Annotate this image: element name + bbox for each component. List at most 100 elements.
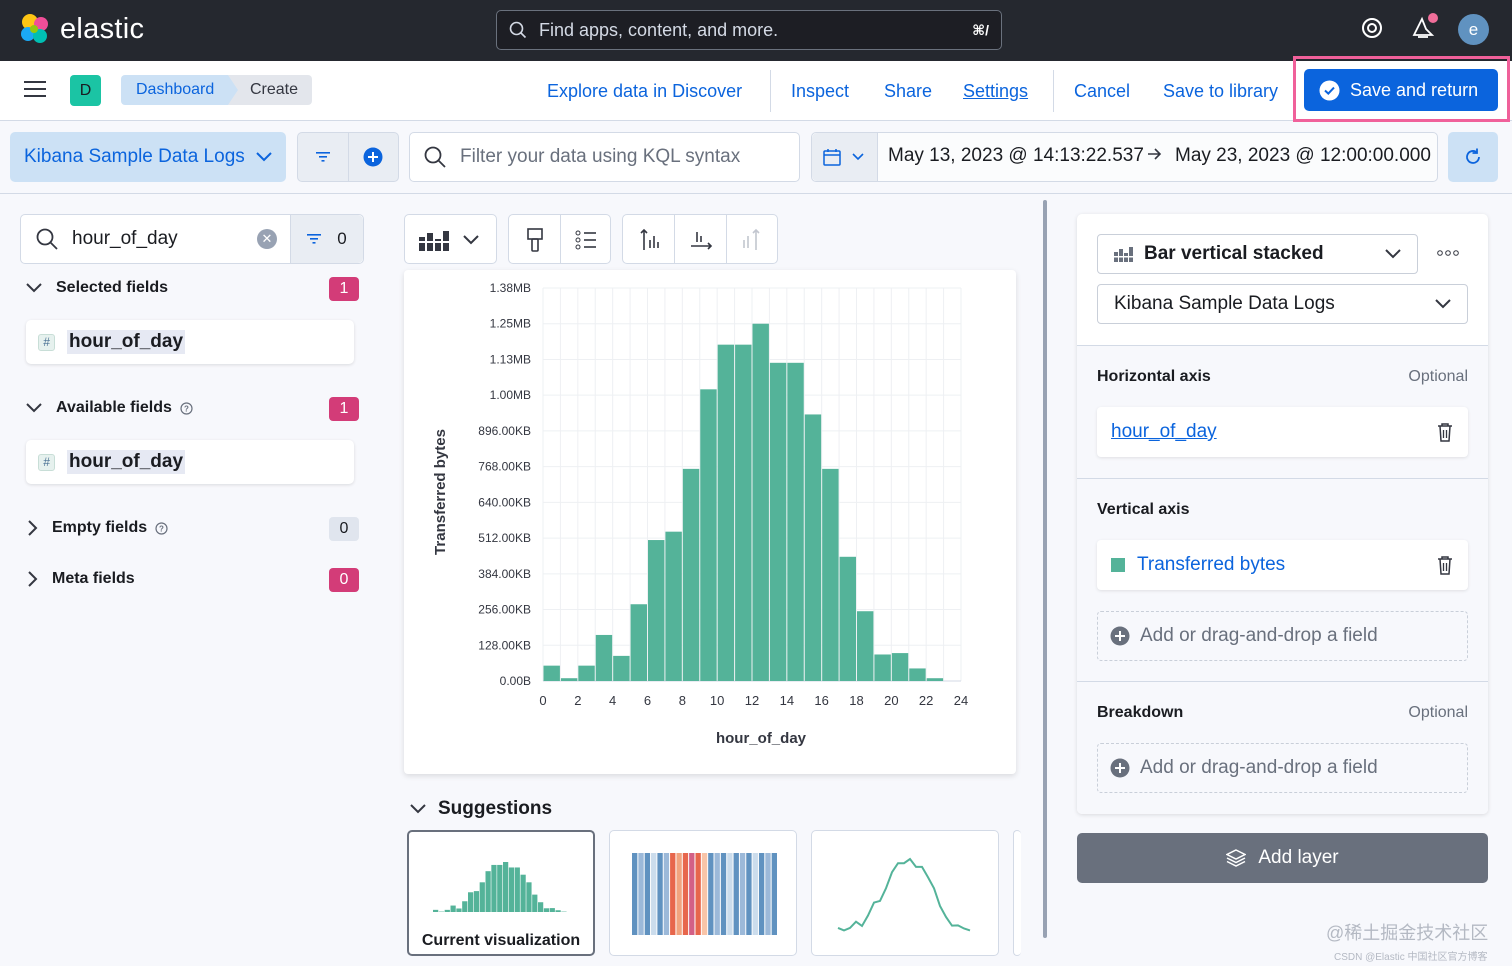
save-and-return-button[interactable]: Save and return — [1304, 69, 1498, 111]
chart-bar[interactable] — [822, 468, 839, 681]
chart-bar[interactable] — [613, 655, 630, 681]
chart-bar[interactable] — [543, 665, 560, 681]
chart-bar[interactable] — [717, 344, 735, 681]
suggestions-toggle[interactable]: Suggestions — [410, 798, 552, 820]
layer-data-view-select[interactable]: Kibana Sample Data Logs — [1097, 284, 1468, 324]
chart-bar[interactable] — [857, 611, 874, 681]
breakdown-section: Breakdown Optional Add or drag-and-drop … — [1077, 681, 1488, 814]
suggestion-partial[interactable] — [1013, 830, 1021, 956]
dimension-field[interactable]: hour_of_day — [1111, 421, 1217, 442]
chart-bar[interactable] — [630, 604, 647, 681]
chart-type-switcher[interactable] — [404, 214, 497, 264]
chart-bar[interactable] — [665, 531, 682, 681]
add-breakdown-field[interactable]: Add or drag-and-drop a field — [1097, 743, 1468, 793]
chart-bar[interactable] — [926, 678, 944, 681]
trash-icon[interactable] — [1436, 555, 1454, 575]
suggestion-line[interactable] — [811, 830, 999, 956]
workspace-scrollbar[interactable] — [1043, 200, 1047, 938]
chevron-down-icon — [1385, 249, 1401, 259]
thumbnail-cell — [746, 853, 752, 935]
y-tick-label: 256.00KB — [478, 603, 531, 617]
x-axis-label: hour_of_day — [716, 730, 807, 747]
menu-icon[interactable] — [24, 80, 46, 98]
left-axis-icon[interactable] — [638, 228, 660, 252]
x-tick-label: 24 — [954, 693, 968, 708]
chart-bar[interactable] — [804, 414, 822, 681]
app-name: elastic — [60, 12, 145, 45]
refresh-button[interactable] — [1448, 132, 1498, 182]
chart-type-select[interactable]: Bar vertical stacked — [1097, 234, 1418, 274]
section-title: Breakdown — [1097, 704, 1184, 721]
chart-bar[interactable] — [891, 653, 909, 681]
newsfeed-icon[interactable] — [1410, 15, 1436, 41]
series-color-swatch[interactable] — [1111, 558, 1125, 572]
selected-fields-toggle[interactable]: Selected fields — [26, 279, 168, 297]
chart-bar[interactable] — [595, 634, 613, 681]
user-avatar[interactable]: e — [1458, 14, 1489, 45]
field-type-filter[interactable]: 0 — [290, 215, 363, 263]
global-search[interactable]: Find apps, content, and more. ⌘/ — [496, 10, 1002, 50]
breadcrumb-dashboard[interactable]: Dashboard — [121, 75, 238, 105]
thumbnail-bar — [514, 867, 520, 912]
thumbnail-bar — [526, 882, 532, 912]
date-start[interactable]: May 13, 2023 @ 14:13:22.537 — [888, 145, 1144, 166]
brush-icon[interactable] — [526, 228, 544, 252]
chart-bar[interactable] — [839, 556, 856, 681]
empty-fields-count: 0 — [329, 517, 359, 541]
more-options-icon[interactable] — [1437, 250, 1459, 256]
field-search-value[interactable]: hour_of_day — [72, 228, 178, 249]
legend-icon[interactable] — [575, 229, 597, 251]
save-to-library-link[interactable]: Save to library — [1163, 80, 1279, 101]
data-view-picker[interactable]: Kibana Sample Data Logs — [10, 132, 286, 182]
chart-bar[interactable] — [560, 678, 578, 681]
add-filter-icon[interactable] — [363, 147, 383, 167]
chart-bar[interactable] — [874, 654, 891, 681]
elastic-logo[interactable]: elastic — [18, 12, 144, 46]
search-icon — [36, 228, 58, 250]
explore-discover-link[interactable]: Explore data in Discover — [547, 80, 743, 101]
chart-bar[interactable] — [909, 668, 926, 681]
section-title: Vertical axis — [1097, 501, 1190, 518]
chart-bar[interactable] — [700, 389, 717, 681]
add-vertical-field[interactable]: Add or drag-and-drop a field — [1097, 611, 1468, 661]
inspect-link[interactable]: Inspect — [791, 80, 850, 101]
plus-circle-icon — [1110, 758, 1130, 778]
chart-bar[interactable] — [787, 362, 804, 681]
save-and-return-label: Save and return — [1350, 79, 1479, 100]
chart-bar[interactable] — [648, 540, 665, 681]
chart-bar[interactable] — [769, 362, 787, 681]
filter-icon[interactable] — [316, 151, 330, 163]
clear-icon[interactable]: ✕ — [257, 229, 277, 249]
horizontal-axis-section: Horizontal axis Optional hour_of_day — [1077, 345, 1488, 478]
chart-bar[interactable] — [752, 323, 769, 681]
info-icon[interactable]: ? — [155, 521, 168, 535]
share-link[interactable]: Share — [884, 80, 933, 101]
field-item-hour-of-day[interactable]: # hour_of_day — [26, 440, 354, 484]
breadcrumb-create: Create — [228, 75, 313, 105]
available-fields-toggle[interactable]: Available fields ? — [26, 399, 193, 417]
horizontal-axis-dimension[interactable]: hour_of_day — [1097, 407, 1468, 457]
quick-date-menu[interactable] — [812, 133, 878, 181]
chart-bar[interactable] — [578, 665, 595, 681]
chart-bar[interactable] — [682, 468, 700, 681]
settings-link[interactable]: Settings — [963, 80, 1029, 101]
bottom-axis-icon[interactable] — [689, 228, 713, 252]
cancel-link[interactable]: Cancel — [1074, 80, 1131, 101]
meta-fields-toggle[interactable]: Meta fields — [28, 570, 135, 588]
trash-icon[interactable] — [1436, 422, 1454, 442]
info-icon[interactable]: ? — [180, 401, 193, 415]
field-item-hour-of-day[interactable]: # hour_of_day — [26, 320, 354, 364]
help-icon[interactable] — [1360, 16, 1384, 40]
add-layer-button[interactable]: Add layer — [1077, 833, 1488, 883]
suggestion-current-visualization[interactable]: Current visualization — [407, 830, 595, 956]
x-tick-label: 22 — [919, 693, 933, 708]
suggestion-heatmap[interactable] — [609, 830, 797, 956]
chart-bar[interactable] — [735, 344, 752, 681]
vertical-axis-dimension[interactable]: Transferred bytes — [1097, 540, 1468, 590]
date-end[interactable]: May 23, 2023 @ 12:00:00.000 — [1175, 145, 1431, 166]
kql-query-input[interactable]: Filter your data using KQL syntax — [409, 132, 800, 182]
bar-chart[interactable]: 0.00B128.00KB256.00KB384.00KB512.00KB640… — [404, 270, 1016, 774]
dimension-field[interactable]: Transferred bytes — [1137, 554, 1286, 575]
space-avatar[interactable]: D — [70, 75, 101, 106]
empty-fields-toggle[interactable]: Empty fields ? — [28, 519, 168, 537]
